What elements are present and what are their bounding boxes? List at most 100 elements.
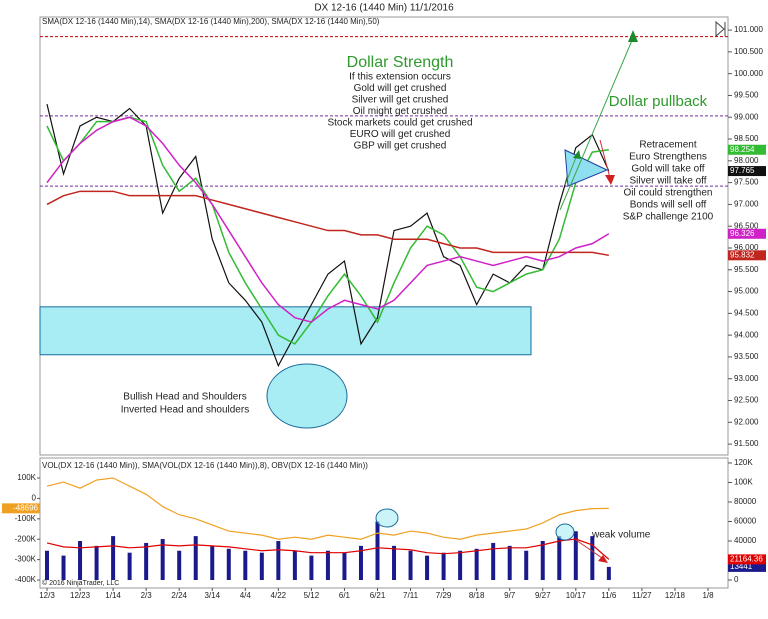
- head-shoulders-ellipse: [266, 363, 348, 429]
- annotation: Gold will take off: [631, 164, 704, 175]
- x-tick-label: 11/6: [601, 591, 617, 600]
- arrow-head: [573, 150, 581, 159]
- y2-tick-label: 120K: [734, 458, 753, 467]
- price-tag: [2, 503, 40, 514]
- price-tag-label: 21164.36: [730, 554, 763, 563]
- arrow-head: [598, 555, 608, 563]
- arrow-head: [605, 175, 615, 185]
- plot: 91.500 92.000 92.500 93.000 93.500 94.000 94.5…: [2, 25, 766, 584]
- volume-bar: [392, 545, 397, 581]
- x-tick-label: 8/18: [469, 591, 485, 600]
- price-tag-label: -48696: [13, 503, 38, 512]
- annotation: EURO will get crushed: [350, 129, 451, 140]
- y-tick-label: 94.000: [734, 330, 759, 339]
- x-tick-label: 11/27: [632, 591, 652, 600]
- y-tick-label: 0: [32, 494, 37, 503]
- y-tick-label: 97.500: [734, 178, 759, 187]
- volume-bar: [458, 550, 463, 581]
- y-tick-label: 95.000: [734, 287, 759, 296]
- x-tick-label: 10/17: [566, 591, 587, 600]
- annotation: Oil might get crushed: [353, 106, 448, 117]
- y-tick-label: 97.000: [734, 200, 759, 209]
- zone: [39, 306, 532, 356]
- legend: VOL(DX 12-16 (1440 Min)), SMA(VOL(DX 12-…: [42, 461, 368, 470]
- y2-tick-label: 100K: [734, 478, 753, 487]
- volume-bar: [177, 550, 182, 581]
- arrow-up: [559, 37, 634, 211]
- volume-bar: [94, 545, 99, 581]
- y-tick-label: 99.500: [734, 91, 759, 100]
- volume-bar: [606, 566, 611, 581]
- price-tag: [728, 228, 766, 239]
- y-tick-label: 94.500: [734, 308, 759, 317]
- volume-bar: [210, 545, 215, 581]
- volume-bar: [507, 545, 512, 581]
- volume-bar: [160, 539, 165, 581]
- y-tick-label: 98.500: [734, 134, 759, 143]
- annotation: S&P challenge 2100: [623, 212, 714, 223]
- volume-bar: [358, 545, 363, 581]
- series-line: [46, 116, 610, 323]
- price-tag: [728, 561, 766, 572]
- volume-bar: [540, 540, 545, 581]
- price-tag: [728, 144, 766, 155]
- annotation: Euro Strengthens: [629, 152, 707, 163]
- volume-bar: [524, 550, 529, 581]
- annotation: Bullish Head and Shoulders: [123, 392, 246, 403]
- y-tick-label: -300K: [15, 555, 37, 564]
- x-tick-label: 2/24: [171, 591, 187, 600]
- price-tag-label: 97.765: [730, 166, 755, 175]
- annotation: weak volume: [591, 530, 651, 541]
- y-tick-label: -400K: [15, 575, 37, 584]
- x-tick-label: 5/12: [304, 591, 320, 600]
- y-tick-label: 99.000: [734, 112, 759, 121]
- x-tick-label: 3/14: [204, 591, 220, 600]
- y2-tick-label: 60000: [734, 517, 757, 526]
- volume-ellipse: [375, 508, 399, 528]
- volume-bar: [557, 536, 562, 581]
- y-tick-label: 92.000: [734, 417, 759, 426]
- x-tick-label: 4/4: [240, 591, 252, 600]
- price-tag-label: 96.326: [730, 229, 755, 238]
- y-tick-label: -100K: [15, 514, 37, 523]
- arrow-head: [628, 30, 638, 42]
- y-tick-label: 96.000: [734, 243, 759, 252]
- volume-bar: [474, 548, 479, 581]
- x-tick-label: 4/22: [271, 591, 287, 600]
- price-tag: [728, 250, 766, 261]
- y2-tick-label: 80000: [734, 497, 757, 506]
- price-tag-label: 95.832: [730, 250, 755, 259]
- volume-bar: [243, 550, 248, 581]
- x-tick-label: 7/11: [403, 591, 419, 600]
- volume-bar: [193, 536, 198, 581]
- y-tick-label: 100K: [17, 473, 36, 482]
- y-tick-label: 96.500: [734, 221, 759, 230]
- y-tick-label: 101.000: [734, 25, 763, 34]
- series-line: [46, 477, 609, 540]
- y-tick-label: 98.000: [734, 156, 759, 165]
- volume-bar: [309, 555, 314, 581]
- series-line: [46, 190, 609, 257]
- price-tag-label: 98.254: [730, 145, 755, 154]
- volume-bar: [425, 555, 430, 581]
- x-tick-label: 12/3: [39, 591, 55, 600]
- volume-bar: [144, 542, 149, 581]
- volume-bar: [276, 540, 281, 581]
- x-tick-label: 1/14: [105, 591, 121, 600]
- y-tick-label: 100.500: [734, 47, 763, 56]
- y-tick-label: 93.500: [734, 352, 759, 361]
- y-tick-label: 95.500: [734, 265, 759, 274]
- annotation: Gold will get crushed: [354, 83, 447, 94]
- annotation: Silver will take off: [629, 176, 706, 187]
- volume-bar: [61, 555, 66, 581]
- x-tick-label: 6/21: [370, 591, 386, 600]
- annotation: Retracement: [639, 140, 696, 151]
- x-tick-label: 1/8: [702, 591, 714, 600]
- copyright: © 2016 NinjaTrader, LLC: [42, 579, 119, 587]
- volume-bar: [226, 548, 231, 581]
- price-tag: [728, 554, 766, 565]
- x-tick-label: 12/23: [70, 591, 91, 600]
- x-tick-label: 7/29: [436, 591, 452, 600]
- volume-bar: [78, 540, 83, 581]
- volume-bar: [292, 550, 297, 581]
